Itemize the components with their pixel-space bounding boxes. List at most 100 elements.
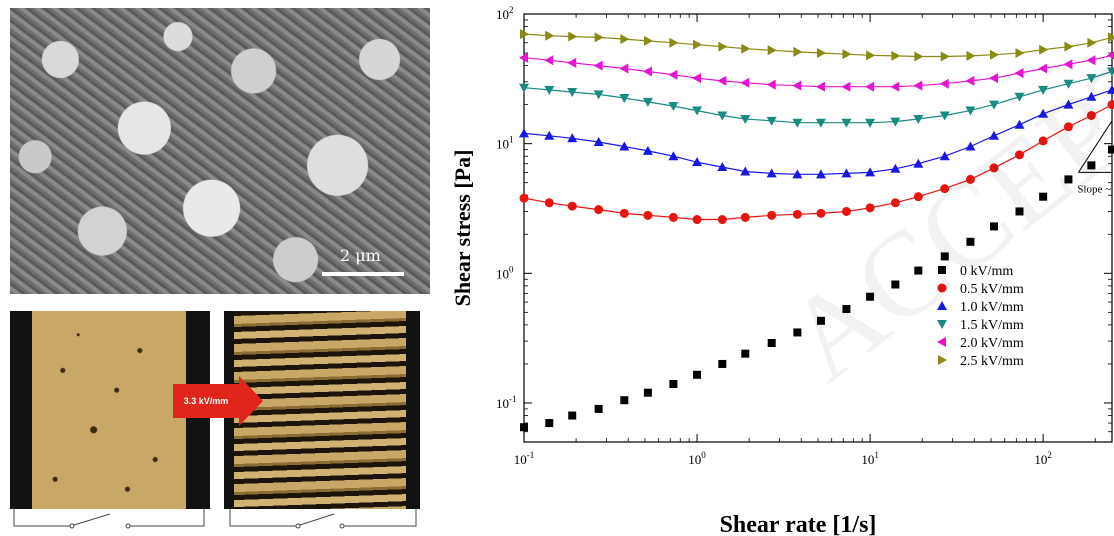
data-point-series-1	[989, 163, 999, 173]
data-point-series-4	[939, 78, 949, 89]
legend-label-5: 2.5 kV/mm	[960, 354, 1024, 369]
data-point-series-2	[1086, 91, 1097, 101]
data-point-series-1	[519, 193, 529, 203]
data-point-series-1	[940, 184, 950, 194]
data-point-series-2	[567, 133, 578, 143]
data-point-series-3	[766, 116, 777, 126]
data-point-series-4	[544, 55, 554, 66]
x-axis-label: Shear rate [1/s]	[720, 512, 877, 536]
data-point-series-3	[740, 114, 751, 124]
data-point-series-4	[1063, 59, 1073, 70]
data-point-series-0	[989, 222, 998, 231]
data-point-series-2	[1038, 108, 1049, 118]
data-point-series-0	[693, 370, 702, 379]
data-point-series-3	[841, 118, 852, 128]
x-tick-label: 10-1	[514, 450, 535, 467]
data-point-series-0	[767, 339, 776, 348]
data-point-series-2	[865, 167, 876, 177]
data-point-series-2	[913, 158, 924, 168]
field-arrow: 3.3 kV/mm	[173, 384, 239, 418]
data-point-series-4	[792, 80, 802, 91]
legend-marker-4	[937, 337, 946, 347]
data-point-series-3	[544, 85, 555, 95]
sem-micrograph	[10, 8, 430, 294]
data-point-series-2	[965, 141, 976, 151]
data-point-series-0	[793, 328, 802, 337]
data-point-series-5	[793, 46, 803, 57]
data-point-series-1	[816, 208, 826, 218]
data-point-series-3	[1038, 85, 1049, 95]
data-point-series-3	[668, 102, 679, 112]
data-point-series-3	[792, 118, 803, 128]
data-point-series-1	[1086, 110, 1096, 120]
data-point-series-4	[1014, 68, 1024, 79]
data-point-series-1	[567, 201, 577, 211]
data-point-series-0	[1015, 207, 1024, 216]
data-point-series-5	[989, 49, 999, 60]
data-point-series-2	[766, 168, 777, 178]
data-point-series-1	[692, 215, 702, 225]
data-point-series-1	[841, 206, 851, 216]
scale-bar-label: 2 μm	[340, 246, 381, 265]
data-point-series-2	[841, 168, 852, 178]
data-point-series-4	[965, 75, 975, 86]
data-point-series-1	[594, 205, 604, 215]
data-point-series-1	[1063, 122, 1073, 132]
data-point-series-1	[619, 208, 629, 218]
data-point-series-5	[1108, 32, 1114, 43]
data-point-series-4	[717, 75, 727, 86]
data-point-series-2	[544, 130, 555, 140]
data-point-series-4	[815, 81, 825, 92]
data-point-series-4	[740, 77, 750, 88]
data-point-series-3	[619, 93, 630, 103]
data-point-series-4	[519, 52, 528, 63]
data-point-series-5	[914, 51, 924, 62]
data-point-series-5	[620, 34, 630, 45]
y-tick-label: 10-1	[496, 394, 517, 411]
data-point-series-3	[567, 88, 578, 98]
data-point-series-2	[740, 166, 751, 176]
data-point-series-2	[890, 163, 901, 173]
data-point-series-5	[940, 51, 950, 62]
data-point-series-0	[741, 349, 750, 358]
scale-bar	[322, 272, 404, 276]
data-point-series-0	[966, 237, 975, 246]
data-point-series-4	[988, 73, 998, 84]
data-point-series-5	[891, 50, 901, 61]
data-point-series-2	[642, 145, 653, 155]
fit-line-series-2	[523, 89, 1113, 175]
data-point-series-4	[642, 66, 652, 77]
data-point-series-5	[545, 30, 555, 41]
data-point-series-5	[643, 35, 653, 46]
data-point-series-0	[1064, 175, 1073, 184]
data-point-series-3	[988, 100, 999, 110]
data-point-series-3	[1063, 79, 1074, 89]
data-point-series-5	[816, 48, 826, 59]
data-point-series-4	[567, 57, 577, 68]
data-point-series-3	[1086, 74, 1097, 84]
data-point-series-3	[815, 118, 826, 128]
slope-annotation: Slope ~ 1.0	[1077, 183, 1114, 195]
data-point-series-2	[619, 141, 630, 151]
data-point-series-5	[520, 29, 529, 40]
data-point-series-3	[1014, 92, 1025, 102]
x-tick-label: 100	[688, 450, 706, 467]
data-point-series-4	[1038, 63, 1048, 74]
data-point-series-5	[669, 37, 679, 48]
data-point-series-5	[568, 31, 578, 42]
legend-marker-2	[937, 301, 947, 310]
data-point-series-3	[939, 111, 950, 121]
data-point-series-2	[593, 136, 604, 146]
data-point-series-3	[642, 97, 653, 107]
data-point-series-0	[620, 396, 629, 405]
data-point-series-2	[1107, 84, 1114, 94]
data-point-series-3	[913, 114, 924, 124]
data-point-series-1	[792, 209, 802, 219]
legend-label-2: 1.0 kV/mm	[960, 300, 1024, 315]
legend-marker-3	[937, 320, 947, 329]
data-point-series-5	[594, 32, 604, 43]
data-point-series-5	[767, 45, 777, 56]
data-point-series-2	[668, 151, 679, 161]
data-point-series-1	[668, 212, 678, 222]
field-arrow-head	[239, 376, 263, 426]
